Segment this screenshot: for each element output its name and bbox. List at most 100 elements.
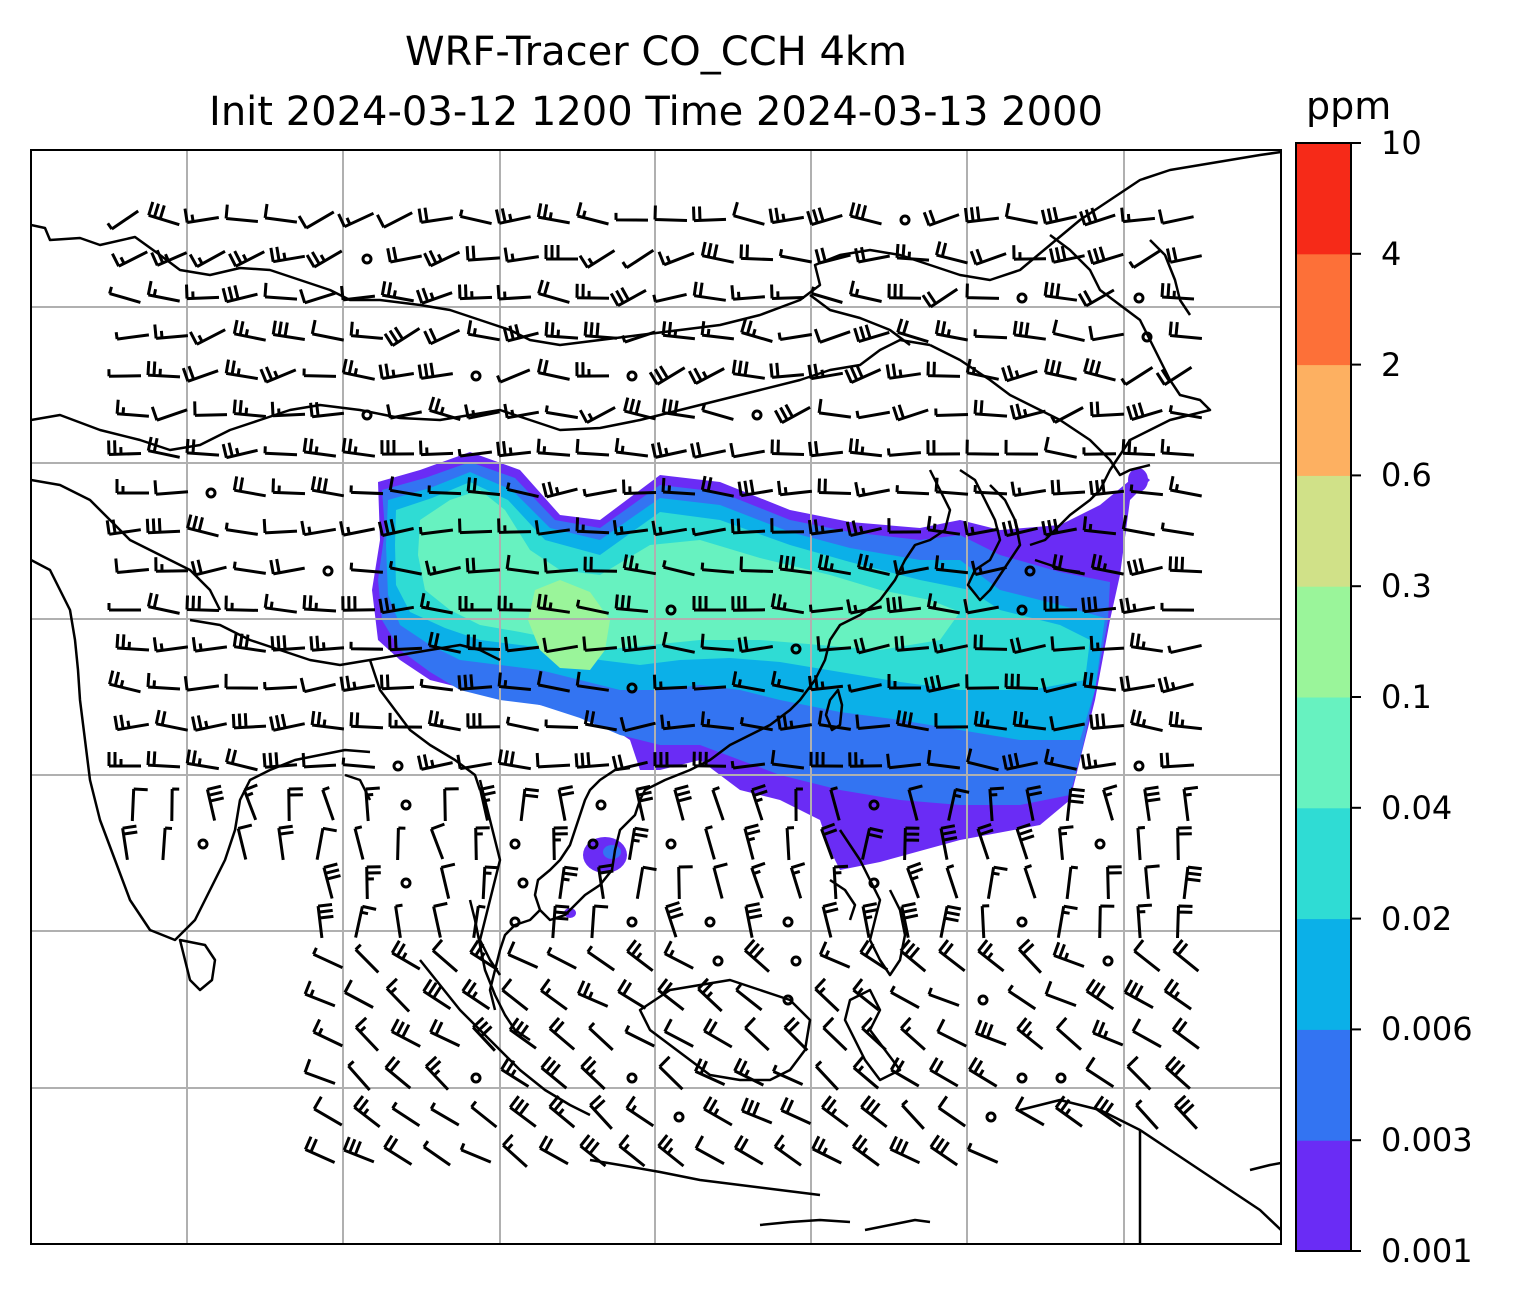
wind-barb [458,596,492,612]
wind-barb [263,446,298,457]
wind-barb [886,596,922,614]
wind-barb [1133,939,1161,973]
wind-barb [269,246,306,264]
wind-barb [114,332,150,341]
wind-barb [497,518,532,534]
wind-barb [1007,984,1037,1011]
wind-barb [1126,557,1163,577]
wind-barb [544,321,579,340]
wind-barb [310,710,345,731]
wind-barb [232,476,266,498]
wind-barb [224,522,259,536]
wind-barb [576,980,609,1008]
wind-barb [299,677,336,694]
wind-barb [785,826,795,861]
wind-barb [928,1057,959,1088]
wind-barb [808,675,844,692]
wind-barb [114,558,150,574]
wind-barb [929,1134,959,1167]
wind-barb [1136,903,1152,939]
wind-barb [965,674,1000,690]
wind-barb [934,713,969,729]
wind-barb [429,1018,461,1048]
wind-barb [427,631,462,654]
wind-barb [700,475,734,498]
wind-barb [1176,826,1192,861]
wind-barb [945,864,959,899]
wind-barb [770,593,805,615]
wind-barb [922,209,960,227]
wind-barb-calm [985,1111,997,1123]
wind-barb-calm [977,994,989,1006]
wind-barb [635,865,657,900]
wind-barb [937,1095,967,1128]
wind-barb [660,714,696,731]
wind-barb [973,634,1008,651]
wind-barb [744,902,763,938]
wind-barb [145,518,181,535]
wind-barb [115,399,150,418]
wind-barb [465,557,501,574]
wind-barb [466,477,501,497]
colorbar-segment [1296,586,1351,698]
wind-barb [889,1135,921,1165]
wind-barb-calm [712,955,724,967]
wind-barb [115,479,149,495]
wind-barb [988,786,1004,822]
wind-barb [544,719,579,729]
wind-barb [497,595,532,612]
wind-barb [1106,865,1122,900]
wind-barb [648,365,686,386]
wind-barb [711,786,725,821]
wind-barb [1025,785,1043,821]
wind-barb [652,292,687,304]
wind-barb [934,477,969,496]
wind-barb [855,714,891,730]
wind-barb [1052,941,1085,968]
colorbar-tick-label: 0.003 [1381,1121,1473,1160]
wind-barb-calm [470,1072,482,1084]
wind-barb [783,1016,809,1052]
wind-barb [464,404,500,420]
wind-barb-calm [1016,916,1028,928]
wind-barb [651,520,688,537]
wind-barb [270,635,306,652]
wind-barb [391,1101,421,1127]
wind-barb [973,329,1008,340]
wind-barb [469,939,499,971]
wind-barb [730,285,766,301]
wind-barb [730,760,766,770]
wind-barb [349,321,384,340]
wind-barb-calm [361,253,373,265]
wind-barb [1160,283,1195,301]
wind-barb [231,713,267,730]
wind-barb [1002,752,1039,771]
wind-barb [977,939,1005,973]
wind-barb [770,749,805,770]
wind-barb [107,752,141,768]
wind-barb [417,362,454,380]
wind-barb [735,983,763,1012]
wind-barb [224,595,259,612]
wind-barb [1043,281,1078,302]
wind-barb [776,714,813,731]
wind-barb [821,901,839,938]
wind-barb [963,520,999,537]
wind-barb [185,749,220,771]
wind-barb [390,940,421,971]
wind-barb [415,287,453,305]
wind-barb [731,671,766,693]
wind-barb [349,485,384,496]
wind-barb [694,1135,725,1166]
wind-barb [341,757,376,769]
wind-barb [927,987,960,1007]
wind-barb [1182,865,1202,900]
wind-barb [617,978,647,1010]
wind-barb [113,714,150,732]
wind-barb [427,710,461,732]
colorbar-segment [1296,143,1351,255]
wind-barb [459,1142,492,1164]
wind-barb [887,283,922,300]
wind-barb [1051,554,1085,576]
wind-barb [575,438,610,457]
